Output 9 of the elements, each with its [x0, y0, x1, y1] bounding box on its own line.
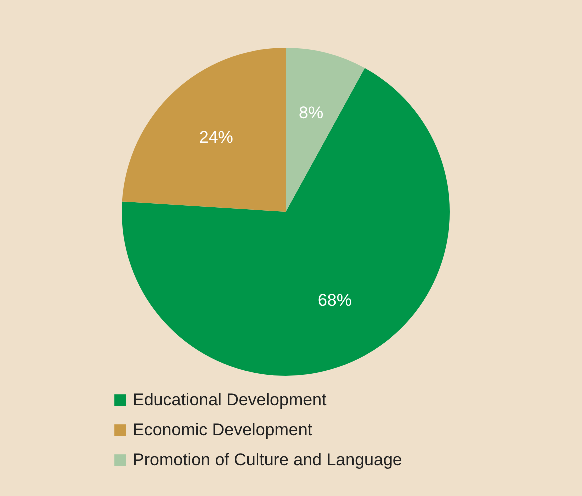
pie-slice — [286, 48, 366, 212]
legend-label: Economic Development — [133, 420, 313, 440]
legend-label: Promotion of Culture and Language — [133, 450, 402, 470]
pie-slice — [122, 68, 450, 376]
data-label: 68% — [318, 291, 352, 310]
data-label: 24% — [199, 128, 234, 147]
pie-slice — [122, 48, 286, 212]
data-label: 8% — [299, 104, 324, 123]
legend-label: Educational Development — [133, 390, 328, 410]
